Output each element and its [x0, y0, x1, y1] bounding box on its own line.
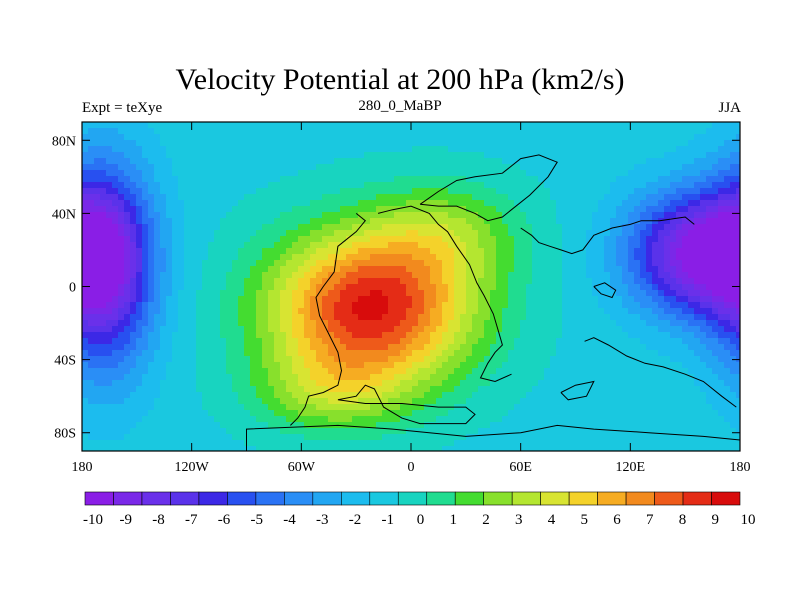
colorbar-label: 9 — [712, 512, 720, 528]
x-tick-label: 60W — [288, 460, 316, 475]
x-tick-label: 120E — [616, 460, 646, 475]
colorbar-box — [369, 491, 399, 506]
colorbar-label: -3 — [316, 512, 329, 528]
x-tick-label: 120W — [175, 460, 210, 475]
experiment-label: Expt = teXye — [82, 100, 163, 116]
colorbar-box — [141, 491, 171, 506]
colorbar-box — [255, 491, 285, 506]
colorbar-label: -7 — [185, 512, 198, 528]
colorbar-box — [568, 491, 598, 506]
continent-outlines — [246, 154, 740, 451]
y-tick-label: 80S — [54, 427, 76, 442]
colorbar-box — [170, 491, 200, 506]
colorbar-box — [341, 491, 371, 506]
colorbar-box — [483, 491, 513, 506]
colorbar-label: 6 — [613, 512, 621, 528]
colorbar-label: -4 — [283, 512, 296, 528]
colorbar-box — [654, 491, 684, 506]
colorbar-label: 8 — [679, 512, 687, 528]
y-tick-label: 40N — [52, 207, 76, 222]
colorbar-label: -1 — [382, 512, 395, 528]
colorbar-box — [511, 491, 541, 506]
colorbar-label: -6 — [218, 512, 231, 528]
colorbar-box — [426, 491, 456, 506]
colorbar-box — [397, 491, 428, 506]
x-axis: 180 120W 60W 0 60E 120E 180 — [72, 122, 751, 475]
y-tick-label: 40S — [54, 354, 76, 369]
colorbar-box — [312, 491, 342, 506]
chart-title: Velocity Potential at 200 hPa (km2/s) — [175, 63, 625, 96]
x-tick-label: 60E — [509, 460, 532, 475]
colorbar: -10 -9 -8 -7 -6 -5 -4 -3 -2 -1 0 1 2 3 4 5 6 7 8 9 10 — [83, 491, 756, 528]
coastline-segment — [337, 384, 476, 425]
colorbar-label: 7 — [646, 512, 654, 528]
colorbar-label: -5 — [251, 512, 264, 528]
colorbar-label: -10 — [83, 512, 103, 528]
y-tick-label: 0 — [69, 281, 76, 296]
colorbar-box — [454, 491, 484, 506]
coastline-segment — [419, 154, 558, 222]
x-tick-label: 180 — [72, 460, 93, 475]
colorbar-box — [113, 491, 143, 506]
y-tick-label: 80N — [52, 134, 76, 149]
season-label: JJA — [718, 100, 741, 116]
colorbar-box — [84, 491, 114, 506]
colorbar-box — [711, 491, 741, 506]
colorbar-box — [198, 491, 228, 506]
x-tick-label: 0 — [408, 460, 415, 475]
colorbar-box — [625, 491, 655, 506]
colorbar-label: 3 — [515, 512, 523, 528]
colorbar-label: 4 — [548, 512, 556, 528]
colorbar-box — [682, 491, 712, 506]
colorbar-box — [284, 491, 314, 506]
coastline-segment — [520, 216, 695, 255]
colorbar-label: 1 — [450, 512, 458, 528]
colorbar-label: 5 — [581, 512, 589, 528]
coastline-segment — [377, 205, 512, 383]
coastline-segment — [560, 380, 595, 401]
colorbar-label: 10 — [741, 512, 756, 528]
y-axis: 80N 40N 0 40S 80S — [52, 134, 740, 442]
coastline-segment — [246, 424, 740, 451]
coastline-segment — [290, 213, 367, 426]
coastline-segment — [584, 337, 737, 408]
colorbar-box — [597, 491, 627, 506]
colorbar-label: 0 — [417, 512, 425, 528]
colorbar-label: 2 — [482, 512, 490, 528]
colorbar-label: -2 — [349, 512, 362, 528]
x-tick-label: 180 — [730, 460, 751, 475]
colorbar-box — [540, 491, 570, 506]
period-label: 280_0_MaBP — [358, 98, 442, 114]
velocity-potential-field — [82, 122, 740, 451]
colorbar-label: -8 — [152, 512, 165, 528]
colorbar-label: -9 — [120, 512, 133, 528]
coastline-segment — [593, 282, 617, 299]
colorbar-box — [227, 491, 257, 506]
